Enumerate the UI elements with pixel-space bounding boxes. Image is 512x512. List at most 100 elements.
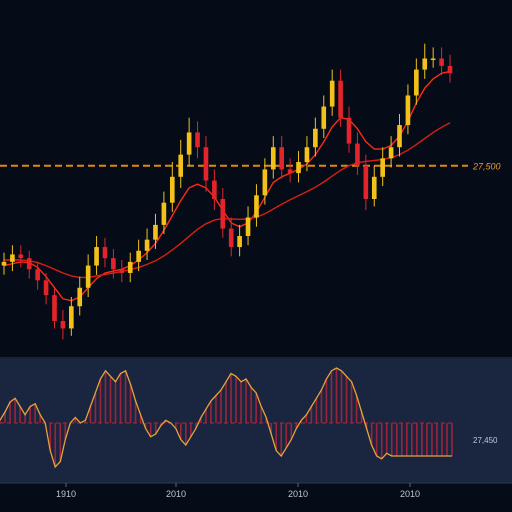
candlestick <box>405 84 411 135</box>
candle-body-down <box>203 147 209 181</box>
candlestick <box>313 117 318 157</box>
candlestick <box>212 169 217 211</box>
candlestick <box>237 224 242 257</box>
candlestick <box>153 213 158 249</box>
candlestick <box>228 217 234 257</box>
candlestick <box>447 54 453 83</box>
candle-body-up <box>94 247 99 266</box>
candlestick <box>346 106 352 153</box>
candlestick <box>203 136 209 192</box>
candlestick <box>195 121 200 159</box>
candle-body-down <box>220 199 226 229</box>
candlestick <box>397 113 402 157</box>
candlestick <box>127 252 133 283</box>
candlestick <box>85 254 91 297</box>
candlestick <box>144 228 150 261</box>
candlestick <box>245 206 251 246</box>
candlestick <box>371 165 377 207</box>
candle-body-up <box>422 58 428 70</box>
candle-body-down <box>439 58 444 66</box>
candle-body-up <box>136 250 141 262</box>
candle-body-down <box>111 258 116 270</box>
candle-body-up <box>77 287 83 307</box>
candle-body-down <box>35 269 40 281</box>
time-axis-tick-label: 2010 <box>288 489 308 499</box>
candle-body-down <box>43 280 49 296</box>
candlestick <box>43 272 49 305</box>
time-axis-tick-label: 1910 <box>56 489 76 499</box>
candlestick <box>35 261 40 290</box>
candle-body-down <box>287 169 293 174</box>
candlestick <box>77 276 83 316</box>
candlestick <box>178 139 184 188</box>
candlestick <box>304 136 310 172</box>
candle-body-up <box>178 154 184 177</box>
candlestick <box>18 245 24 268</box>
candlestick <box>355 132 360 175</box>
candlestick <box>69 296 74 336</box>
oscillator-line <box>0 367 452 469</box>
candle-body-up <box>237 235 242 248</box>
candle-body-up <box>69 306 74 329</box>
candlestick <box>60 309 66 340</box>
candle-body-up <box>144 239 150 251</box>
candle-body-up <box>296 162 301 174</box>
candle-body-down <box>338 80 343 118</box>
reference-line-label: 27,500 <box>472 162 501 172</box>
candlestick <box>161 191 167 235</box>
candlestick <box>296 150 301 183</box>
candlestick <box>380 147 385 187</box>
candle-body-down <box>355 143 360 166</box>
candlestick <box>10 245 15 272</box>
candle-body-down <box>346 117 352 144</box>
candlestick <box>363 154 369 211</box>
time-axis-tick-label: 2010 <box>400 489 420 499</box>
candle-body-up <box>254 195 259 218</box>
candle-body-up <box>313 128 318 148</box>
candle-body-up <box>388 147 394 159</box>
price-panel <box>0 43 468 340</box>
candle-body-up <box>397 125 402 148</box>
candlestick <box>94 235 99 275</box>
candlestick <box>1 252 7 275</box>
candle-body-up <box>245 217 251 236</box>
candlestick <box>439 47 444 76</box>
candlestick <box>254 184 259 227</box>
candlestick <box>262 158 268 205</box>
candlestick <box>329 69 335 116</box>
candlestick <box>430 47 436 68</box>
candle-body-down <box>228 228 234 248</box>
candle-body-up <box>329 80 335 107</box>
slow-moving-average-line <box>4 122 451 279</box>
candle-body-up <box>262 169 268 196</box>
candlestick <box>220 187 226 238</box>
candlestick <box>102 237 108 268</box>
candlestick <box>338 69 343 127</box>
candle-body-down <box>279 147 285 170</box>
candlestick <box>422 43 428 79</box>
candlestick <box>321 95 327 138</box>
candle-body-up <box>153 224 158 240</box>
candle-body-down <box>212 180 217 199</box>
candle-body-up <box>380 158 385 177</box>
candle-body-up <box>169 176 175 203</box>
candle-body-down <box>119 269 125 273</box>
candle-body-up <box>127 261 133 273</box>
candle-body-up <box>414 69 419 96</box>
candle-body-down <box>195 132 200 148</box>
candle-body-up <box>304 147 310 163</box>
candle-body-down <box>102 247 108 259</box>
candlestick <box>169 162 175 212</box>
candle-body-down <box>447 65 453 74</box>
candle-body-up <box>10 254 15 262</box>
candlestick <box>52 287 57 329</box>
time-axis-tick-label: 2010 <box>166 489 186 499</box>
candlestick <box>414 58 419 105</box>
candle-body-up <box>405 95 411 126</box>
candlestick <box>279 136 285 179</box>
candle-body-down <box>52 295 57 322</box>
candle-body-down <box>60 321 66 329</box>
candlestick <box>111 248 116 279</box>
candlestick <box>119 260 125 283</box>
